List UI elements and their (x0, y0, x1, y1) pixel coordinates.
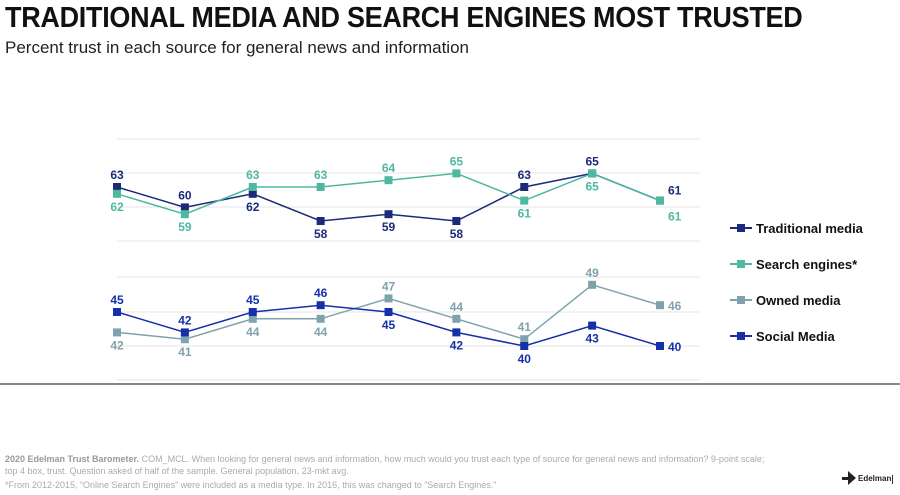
data-label: 40 (668, 340, 682, 354)
data-point-social-media (588, 321, 597, 330)
data-label: 65 (585, 179, 599, 193)
data-label: 47 (382, 279, 396, 293)
gridlines (117, 138, 700, 381)
data-label: 61 (518, 207, 532, 221)
data-point-owned-media (248, 314, 257, 323)
data-point-search-engines (180, 210, 189, 219)
data-point-social-media (384, 308, 393, 316)
brand-name: Edelman (858, 473, 892, 483)
data-label: 65 (585, 154, 599, 168)
data-point-traditional-media (520, 183, 529, 191)
page-title: TRADITIONAL MEDIA AND SEARCH ENGINES MOS… (5, 2, 803, 34)
data-point-search-engines (384, 176, 393, 185)
legend-label: Social Media (756, 328, 835, 344)
data-label: 59 (178, 220, 192, 234)
data-label: 62 (110, 200, 124, 214)
data-point-traditional-media (384, 210, 393, 219)
data-point-owned-media (316, 314, 325, 323)
edelman-logo-icon (842, 471, 856, 485)
data-label: 58 (450, 227, 464, 241)
data-point-social-media (656, 342, 664, 350)
data-label: 44 (314, 325, 328, 339)
data-label: 40 (518, 352, 532, 366)
data-point-search-engines (656, 196, 664, 205)
data-point-search-engines (588, 169, 597, 178)
data-label: 62 (246, 200, 260, 214)
data-label: 63 (518, 168, 532, 182)
legend-swatch (730, 295, 752, 305)
data-label: 64 (382, 161, 396, 175)
legend-label: Search engines* (756, 256, 858, 272)
edelman-logo: Edelman (842, 471, 891, 485)
data-label: 44 (450, 300, 464, 314)
data-point-social-media (452, 328, 461, 337)
data-point-traditional-media (248, 189, 257, 198)
data-label: 49 (585, 266, 599, 280)
data-label: 63 (246, 168, 260, 182)
data-label: 65 (450, 154, 464, 168)
data-point-owned-media (180, 335, 189, 344)
footnote-source: 2020 Edelman Trust Barometer. (5, 454, 140, 464)
data-label: 43 (585, 332, 599, 346)
legend-item-traditional-media: Traditional media (730, 210, 863, 246)
separator-line (0, 383, 900, 385)
page-subtitle: Percent trust in each source for general… (5, 38, 469, 57)
data-label: 46 (668, 299, 682, 313)
data-label: 45 (382, 318, 396, 332)
data-point-social-media (113, 308, 121, 316)
legend-swatch (730, 223, 752, 233)
data-labels: 63 60 62 58 59 58 63 65 61 62 59 63 63 64 65 61 65 61 42 41… (110, 154, 681, 366)
legend-item-social-media: Social Media (730, 318, 863, 354)
data-point-social-media (180, 328, 189, 337)
data-label: 60 (178, 188, 192, 202)
data-point-social-media (316, 301, 325, 310)
data-point-search-engines (316, 183, 325, 191)
data-point-traditional-media (180, 203, 189, 212)
data-point-traditional-media (452, 217, 461, 225)
data-label: 61 (668, 210, 682, 224)
data-label: 45 (246, 293, 260, 307)
legend-swatch (730, 259, 752, 269)
data-label: 41 (178, 345, 192, 359)
data-point-owned-media (452, 314, 461, 323)
data-point-search-engines (520, 196, 529, 205)
footnote-line-1: 2020 Edelman Trust Barometer. COM_MCL. W… (5, 454, 764, 464)
footnote-line-3: *From 2012-2015, “Online Search Engines”… (5, 480, 497, 490)
data-point-owned-media (113, 328, 121, 337)
data-label: 42 (178, 313, 192, 327)
data-point-social-media (248, 308, 257, 316)
data-label: 44 (246, 325, 260, 339)
footnote-text: COM_MCL. When looking for general news a… (139, 454, 765, 464)
data-label: 63 (110, 168, 124, 182)
legend: Traditional media Search engines* Owned … (730, 210, 863, 354)
legend-label: Traditional media (756, 220, 863, 236)
data-point-owned-media (520, 335, 529, 344)
footnote-line-2: top 4 box, trust. Question asked of half… (5, 466, 349, 476)
data-label: 61 (668, 184, 682, 198)
data-point-social-media (520, 342, 529, 350)
data-label: 45 (110, 293, 124, 307)
data-label: 46 (314, 286, 328, 300)
data-point-owned-media (656, 301, 664, 310)
data-label: 58 (314, 227, 328, 241)
legend-swatch (730, 331, 752, 341)
data-label: 63 (314, 168, 328, 182)
data-point-search-engines (248, 183, 257, 191)
data-point-owned-media (588, 280, 597, 289)
data-label: 42 (110, 338, 124, 352)
data-point-search-engines (113, 189, 121, 198)
legend-item-owned-media: Owned media (730, 282, 863, 318)
legend-label: Owned media (756, 292, 841, 308)
data-label: 59 (382, 220, 396, 234)
legend-item-search-engines: Search engines* (730, 246, 863, 282)
page-divider (892, 475, 893, 484)
data-label: 42 (450, 338, 464, 352)
data-label: 41 (518, 320, 532, 334)
data-point-traditional-media (113, 183, 121, 191)
data-point-owned-media (384, 294, 393, 303)
data-point-search-engines (452, 169, 461, 178)
series-group (113, 169, 664, 350)
data-point-traditional-media (316, 217, 325, 225)
